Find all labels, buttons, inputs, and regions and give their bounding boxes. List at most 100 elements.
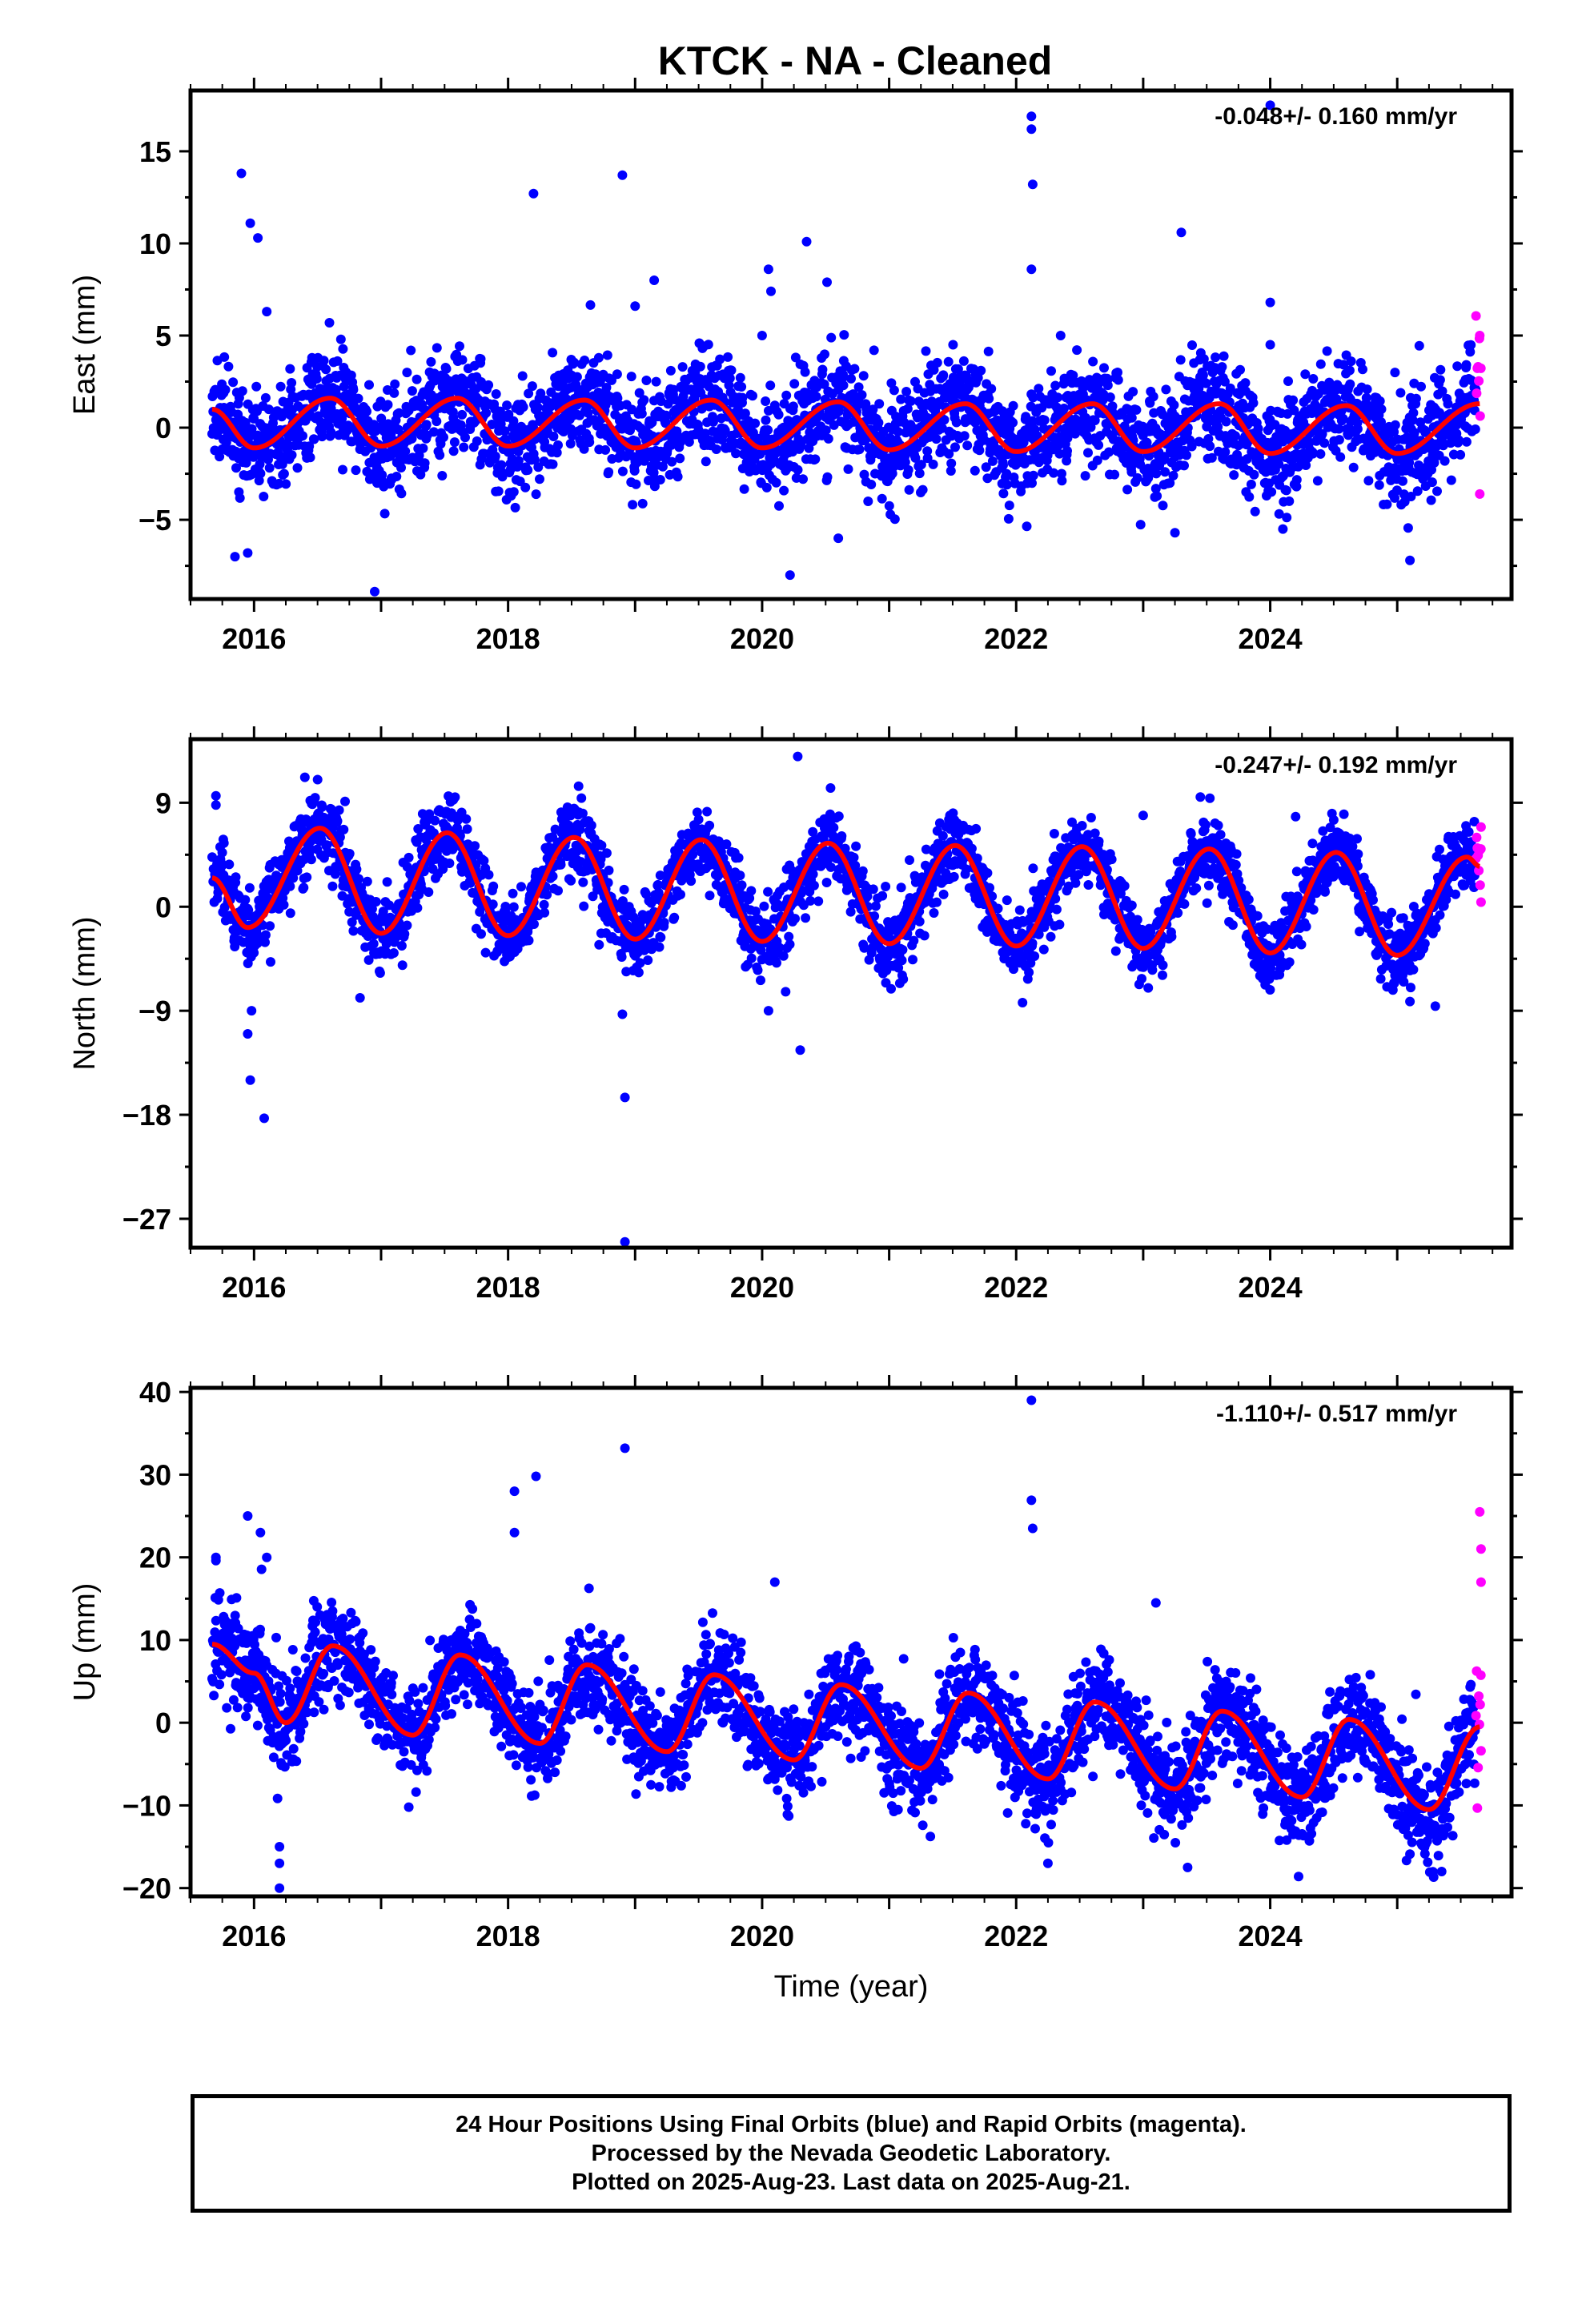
data-point [898,974,909,984]
data-point [1201,378,1211,388]
outlier-point [253,233,263,243]
data-point [1102,380,1113,391]
data-point [548,459,558,469]
data-point [1057,476,1067,486]
data-point [633,967,644,978]
data-point [756,975,765,986]
data-point [527,381,537,392]
data-point [215,452,225,462]
data-point [529,455,540,464]
data-point [1110,469,1120,480]
data-point [407,386,417,396]
data-point [285,364,295,374]
data-point [1221,416,1231,427]
data-point [285,881,295,891]
data-point [244,883,255,893]
data-point [1454,435,1464,445]
data-point [1249,469,1259,480]
data-point [984,393,994,404]
data-point [488,899,498,910]
data-point [461,814,472,824]
data-point [1088,356,1098,367]
outlier-point [1055,331,1066,340]
data-point [317,802,327,812]
data-point [221,437,231,448]
data-point [1461,360,1472,370]
data-point [735,372,745,383]
data-point [1395,388,1406,398]
data-point [508,487,519,497]
data-point [510,502,520,513]
data-point [339,824,349,834]
data-point [396,489,407,499]
outlier-point [649,275,660,285]
data-point [1158,501,1168,511]
data-point [460,432,470,443]
data-point [1008,417,1018,428]
data-point [321,364,331,375]
data-point [1411,393,1421,404]
data-point [553,440,563,450]
rapid-point [1474,376,1484,386]
data-point [659,918,669,927]
data-point [785,939,795,950]
data-point [231,463,241,473]
chart-title: KTCK - NA - Cleaned [658,38,1053,83]
data-point [277,459,287,469]
data-point [1072,345,1082,356]
data-point [897,945,908,955]
data-point [532,402,543,412]
data-point [1346,356,1356,367]
data-point [636,408,647,419]
data-point [761,396,771,406]
data-point [441,364,452,374]
data-point [571,380,581,390]
data-point [332,356,343,366]
outlier-point [1278,524,1288,534]
data-point [255,468,266,479]
data-point [607,375,616,385]
data-point [604,865,614,875]
data-point [1205,441,1215,452]
data-point [553,886,563,896]
data-point [1028,470,1038,480]
data-point [264,463,275,473]
data-point [383,400,393,410]
data-point [928,459,938,469]
outlier-point [1265,340,1275,350]
data-point [889,385,899,396]
data-point [533,462,544,472]
data-point [260,392,271,403]
data-point [488,881,499,891]
data-point [1152,491,1162,501]
data-point [292,463,303,473]
data-point [517,371,528,381]
data-point [1435,364,1446,375]
data-point [444,858,455,868]
data-point [259,492,269,501]
data-point [404,852,414,862]
data-point [914,468,925,479]
data-point [470,841,480,851]
data-point [1416,381,1426,392]
data-point [1374,480,1384,490]
data-point [866,480,877,489]
outlier-point [1026,264,1037,275]
data-point [585,300,596,310]
data-point [412,374,422,384]
data-point [1217,362,1227,372]
outlier-point [1026,124,1037,135]
outlier-point [801,236,812,247]
data-point [1175,355,1186,365]
data-point [1211,352,1221,363]
rapid-point [1471,311,1481,321]
data-point [1094,440,1104,450]
data-point [676,890,685,899]
data-point [810,454,821,464]
data-point [1466,340,1476,350]
data-point [306,854,316,865]
rapid-point [1472,388,1482,399]
data-point [1083,448,1093,458]
data-point [1004,501,1014,511]
